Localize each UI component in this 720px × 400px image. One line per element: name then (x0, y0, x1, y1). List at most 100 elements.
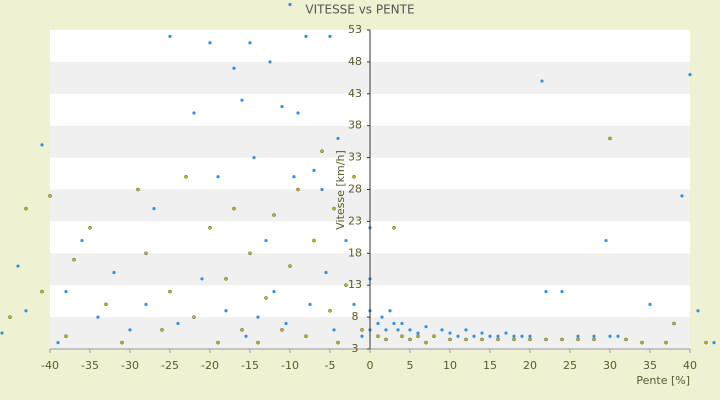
point (640, 340, 644, 345)
point (496, 337, 500, 342)
point (240, 328, 244, 332)
point (336, 340, 340, 345)
point (576, 334, 580, 338)
point (688, 73, 692, 77)
point (264, 296, 268, 300)
point (216, 175, 220, 179)
x-tick-label: -40 (41, 359, 59, 372)
y-tick-label: 48 (348, 55, 362, 68)
point (336, 136, 340, 141)
point (332, 328, 336, 332)
point (472, 334, 476, 338)
point (528, 334, 532, 338)
point (268, 60, 272, 64)
point (480, 337, 484, 342)
point (416, 331, 420, 335)
point (304, 34, 308, 38)
point (152, 207, 156, 211)
point (512, 337, 516, 342)
x-tick-label: 25 (563, 359, 577, 372)
point (528, 337, 532, 342)
y-tick-label: 18 (348, 246, 362, 259)
point (256, 340, 260, 345)
point (592, 334, 596, 338)
y-tick-label: 33 (348, 151, 362, 164)
point (384, 337, 388, 342)
point (592, 337, 596, 342)
point (408, 337, 412, 342)
point (168, 289, 172, 294)
y-axis-label: Vitesse [km/h] (334, 150, 347, 230)
point (232, 66, 236, 70)
point (128, 328, 132, 332)
y-tick-label: 53 (348, 23, 362, 36)
x-tick-label: 10 (443, 359, 457, 372)
point (464, 328, 468, 332)
point (332, 206, 336, 211)
point (448, 331, 452, 335)
point (224, 309, 228, 313)
point (272, 289, 276, 294)
point (360, 328, 364, 332)
y-tick-label: 3 (352, 342, 359, 355)
point (320, 149, 324, 154)
point (512, 334, 516, 338)
point (324, 270, 328, 275)
point (200, 277, 204, 281)
y-tick-label: 13 (348, 278, 362, 291)
y-tick-label: 38 (348, 119, 362, 132)
point (504, 331, 508, 335)
point (392, 321, 396, 326)
point (284, 321, 288, 326)
point (296, 187, 300, 192)
point (408, 328, 412, 332)
point (376, 321, 380, 326)
x-tick-label: 40 (683, 359, 697, 372)
x-axis-label: Pente [%] (636, 374, 690, 387)
point (560, 337, 564, 342)
point (80, 238, 84, 243)
point (280, 328, 284, 332)
point (192, 111, 196, 115)
y-tick-label: 23 (348, 214, 362, 227)
point (312, 238, 316, 243)
point (648, 302, 652, 306)
points (0, 2, 716, 345)
point (248, 41, 252, 45)
point (352, 302, 356, 306)
point (432, 334, 436, 339)
point (672, 321, 676, 326)
point (424, 340, 428, 345)
point (376, 334, 380, 339)
point (280, 104, 284, 109)
point (120, 340, 124, 345)
point (256, 315, 260, 319)
point (56, 341, 60, 345)
y-tick-label: 28 (348, 183, 362, 196)
point (168, 34, 172, 38)
x-tick-label: 5 (407, 359, 414, 372)
point (456, 334, 460, 338)
point (288, 2, 292, 7)
x-tick-label: 30 (603, 359, 617, 372)
x-tick-label: -15 (241, 359, 259, 372)
point (40, 289, 44, 294)
point (232, 206, 236, 211)
point (384, 328, 388, 332)
point (680, 194, 684, 198)
point (696, 309, 700, 313)
point (496, 334, 500, 338)
x-tick-label: 15 (483, 359, 497, 372)
point (344, 283, 348, 288)
point (388, 309, 392, 313)
point (608, 136, 612, 141)
point (560, 289, 564, 294)
point (544, 337, 548, 342)
point (144, 302, 148, 306)
point (252, 156, 256, 160)
point (64, 334, 68, 339)
point (464, 337, 468, 342)
point (292, 175, 296, 179)
